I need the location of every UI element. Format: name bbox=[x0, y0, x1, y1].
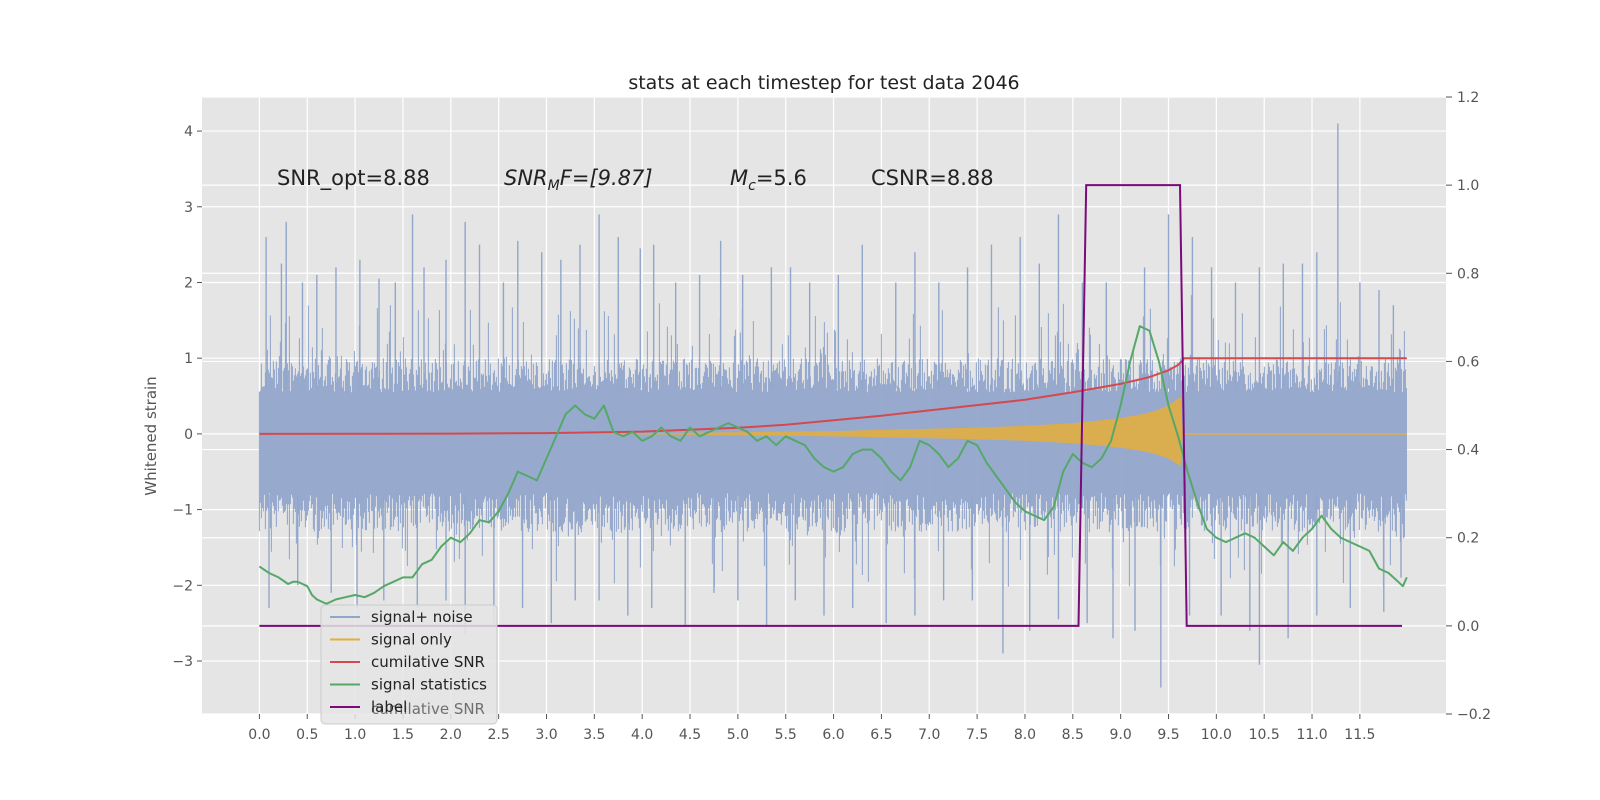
cumulative-snr-line bbox=[259, 357, 1407, 435]
annotation-mc: Mc=5.6 bbox=[730, 166, 807, 194]
y-axis-label: Whitened strain bbox=[142, 376, 160, 495]
x-tick-label: 6.0 bbox=[822, 727, 844, 743]
annotation-csnr: CSNR=8.88 bbox=[871, 166, 994, 190]
annotation-snr-mf-main: SNR bbox=[504, 166, 548, 190]
x-tick-label: 5.5 bbox=[775, 727, 797, 743]
series bbox=[258, 123, 1408, 688]
legend-label: label bbox=[371, 698, 407, 716]
x-tick-label: 10.0 bbox=[1201, 727, 1232, 743]
legend-items: signal+ noise signal only cumilative SNR si… bbox=[330, 608, 487, 716]
x-tick-label: 3.5 bbox=[583, 727, 605, 743]
x-tick-label: 11.5 bbox=[1344, 727, 1375, 743]
x-tick-label: 4.0 bbox=[631, 727, 653, 743]
x-tick-label: 1.0 bbox=[344, 727, 366, 743]
y-tick-label: 1 bbox=[184, 351, 193, 367]
legend-label: cumilative SNR bbox=[371, 653, 485, 671]
x-tick-label: 11.0 bbox=[1296, 727, 1327, 743]
signal-only-envelope bbox=[575, 397, 1183, 466]
x-tick-label: 2.5 bbox=[488, 727, 510, 743]
x-tick-label: 10.5 bbox=[1249, 727, 1280, 743]
x-tick-label: 1.5 bbox=[392, 727, 414, 743]
legend-label: signal+ noise bbox=[371, 608, 473, 626]
x-tick-label: 6.5 bbox=[870, 727, 892, 743]
legend: cumilative SNR signal+ noise signal only c… bbox=[320, 604, 498, 725]
label-line bbox=[259, 184, 1402, 627]
ticks: 0.0 0.5 1.0 1.5 2.0 2.5 3.0 3.5 4.0 4.5 5.0 5.5 6.0 6… bbox=[172, 90, 1491, 743]
x-tick-label: 9.0 bbox=[1110, 727, 1132, 743]
x-tick-label: 9.5 bbox=[1157, 727, 1179, 743]
y2-tick-label: 1.2 bbox=[1457, 90, 1479, 106]
annotation-snr-opt: SNR_opt=8.88 bbox=[277, 166, 430, 191]
y-tick-label: 0 bbox=[184, 427, 193, 443]
x-tick-label: 8.5 bbox=[1062, 727, 1084, 743]
x-tick-label: 5.0 bbox=[727, 727, 749, 743]
legend-label: signal only bbox=[371, 631, 452, 649]
legend-ghost-text: cumilative SNR bbox=[371, 700, 485, 718]
y2-tick-label: −0.2 bbox=[1457, 707, 1491, 723]
x-tick-label: 0.0 bbox=[248, 727, 270, 743]
x-tick-label: 7.0 bbox=[918, 727, 940, 743]
x-tick-label: 2.0 bbox=[440, 727, 462, 743]
x-tick-label: 0.5 bbox=[296, 727, 318, 743]
y-tick-label: −1 bbox=[172, 503, 193, 519]
annotation-snr-mf-sub: M bbox=[548, 178, 560, 194]
x-tick-label: 7.5 bbox=[966, 727, 988, 743]
annotation-snr-mf: SNRMF=[9.87] bbox=[504, 166, 653, 194]
y2-tick-label: 0.2 bbox=[1457, 531, 1479, 547]
y2-tick-label: 0.6 bbox=[1457, 354, 1479, 370]
legend-box bbox=[320, 604, 498, 725]
y-tick-label: 3 bbox=[184, 200, 193, 216]
y-tick-label: −3 bbox=[172, 654, 193, 670]
y2-tick-label: 0.0 bbox=[1457, 619, 1479, 635]
signal-statistics-line bbox=[258, 325, 1408, 605]
annotation-mc-sub: c bbox=[748, 178, 756, 194]
y-tick-label: 2 bbox=[184, 275, 193, 291]
annotation-mc-tail: =5.6 bbox=[756, 166, 807, 190]
x-tick-label: 3.0 bbox=[535, 727, 557, 743]
y2-tick-label: 0.8 bbox=[1457, 266, 1479, 282]
chart-title: stats at each timestep for test data 204… bbox=[628, 72, 1019, 94]
y2-tick-label: 1.0 bbox=[1457, 178, 1479, 194]
x-tick-label: 4.5 bbox=[679, 727, 701, 743]
y2-tick-label: 0.4 bbox=[1457, 443, 1479, 459]
x-tick-label: 8.0 bbox=[1014, 727, 1036, 743]
y-tick-label: 4 bbox=[184, 124, 193, 140]
annotation-mc-main: M bbox=[730, 166, 748, 190]
annotation-snr-mf-tail: F=[9.87] bbox=[560, 166, 653, 190]
y-tick-label: −2 bbox=[172, 578, 193, 594]
legend-label: signal statistics bbox=[371, 676, 487, 694]
